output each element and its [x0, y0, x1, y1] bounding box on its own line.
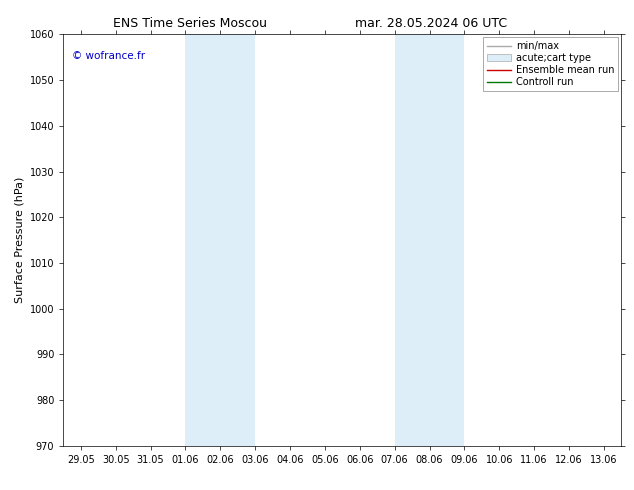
Bar — [185, 34, 255, 446]
Bar — [394, 34, 464, 446]
Text: ENS Time Series Moscou: ENS Time Series Moscou — [113, 17, 267, 30]
Text: mar. 28.05.2024 06 UTC: mar. 28.05.2024 06 UTC — [355, 17, 507, 30]
Y-axis label: Surface Pressure (hPa): Surface Pressure (hPa) — [14, 177, 24, 303]
Legend: min/max, acute;cart type, Ensemble mean run, Controll run: min/max, acute;cart type, Ensemble mean … — [483, 37, 618, 91]
Text: © wofrance.fr: © wofrance.fr — [72, 51, 145, 61]
